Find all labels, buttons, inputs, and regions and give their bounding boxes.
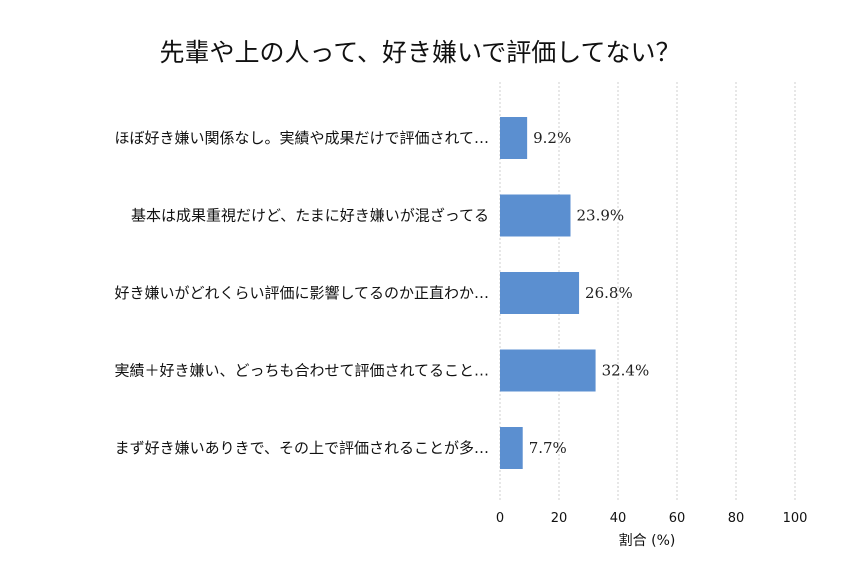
x-tick-label: 20 — [551, 511, 568, 526]
value-label: 32.4% — [602, 362, 650, 380]
x-tick-label: 40 — [610, 511, 627, 526]
bars — [500, 117, 596, 469]
value-label: 9.2% — [533, 129, 571, 147]
category-label: まず好き嫌いありきで、その上で評価されることが多… — [115, 439, 489, 457]
x-tick-label: 0 — [496, 511, 504, 526]
x-tick-label: 80 — [728, 511, 745, 526]
bar — [500, 117, 528, 159]
bar — [500, 349, 596, 392]
category-label: 好き嫌いがどれくらい評価に影響してるのか正直わか… — [114, 284, 489, 302]
x-tick-label: 60 — [669, 511, 686, 526]
x-axis-title: 割合 (%) — [619, 532, 676, 549]
category-label: ほぼ好き嫌い関係なし。実績や成果だけで評価されて… — [114, 129, 489, 147]
x-tick-labels: 0 20 40 60 80 100 — [496, 511, 808, 526]
value-labels: 9.2% 23.9% 26.8% 32.4% 7.7% — [529, 129, 650, 457]
category-label: 基本は成果重視だけど、たまに好き嫌いが混ざってる — [131, 207, 489, 225]
bar — [500, 194, 571, 237]
category-labels: ほぼ好き嫌い関係なし。実績や成果だけで評価されて… 基本は成果重視だけど、たまに好… — [114, 129, 489, 457]
bar — [500, 427, 523, 469]
category-label: 実績＋好き嫌い、どっちも合わせて評価されてること… — [114, 362, 489, 380]
value-label: 7.7% — [529, 439, 567, 457]
value-label: 26.8% — [585, 284, 633, 302]
value-label: 23.9% — [577, 207, 625, 225]
chart-title: 先輩や上の人って、好き嫌いで評価してない？ — [159, 38, 680, 67]
x-tick-label: 100 — [783, 511, 808, 526]
bar — [500, 272, 580, 314]
